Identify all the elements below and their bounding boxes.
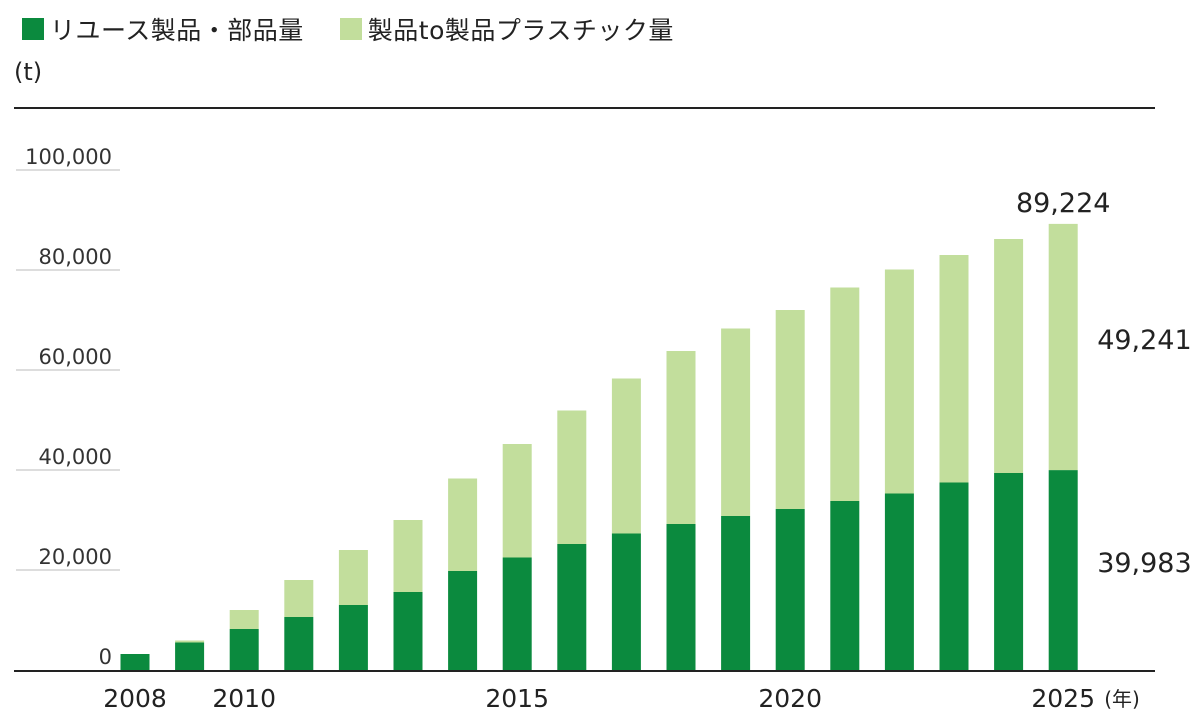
bar-reuse-2016 <box>557 544 587 670</box>
x-tick-label: 2010 <box>212 684 276 713</box>
bar-plastic-2009 <box>175 640 205 643</box>
bar-reuse-2021 <box>830 501 860 670</box>
legend: リユース製品・部品量 製品to製品プラスチック量 <box>22 12 710 46</box>
legend-item-reuse: リユース製品・部品量 <box>22 11 304 47</box>
bar-plastic-2015 <box>502 444 532 558</box>
y-tick-label: 40,000 <box>39 445 112 469</box>
y-tick-label: 60,000 <box>39 345 112 369</box>
bar-plastic-2019 <box>721 328 751 516</box>
x-tick-label: 2015 <box>485 684 549 713</box>
legend-swatch-plastic <box>339 18 362 40</box>
legend-label-reuse: リユース製品・部品量 <box>50 16 304 45</box>
bar-plastic-2022 <box>884 269 914 494</box>
bar-reuse-2015 <box>502 557 532 670</box>
bar-plastic-2020 <box>775 310 805 509</box>
legend-swatch-reuse <box>22 18 44 40</box>
bar-reuse-2010 <box>229 629 259 670</box>
bar-plastic-2016 <box>557 410 587 544</box>
bar-reuse-2022 <box>884 493 914 670</box>
bar-reuse-2011 <box>284 617 314 670</box>
bar-plastic-2025 <box>1048 223 1078 471</box>
bar-plastic-2017 <box>611 378 641 534</box>
bar-plastic-2011 <box>284 580 314 617</box>
x-tick-label: 2020 <box>758 684 822 713</box>
bar-reuse-2013 <box>393 592 423 670</box>
bar-plastic-2021 <box>830 287 860 501</box>
bar-plastic-2010 <box>229 610 259 629</box>
bar-reuse-2023 <box>939 482 969 670</box>
bar-reuse-2017 <box>611 533 641 670</box>
x-axis-unit: (年) <box>1104 687 1140 711</box>
bar-plastic-2024 <box>994 239 1024 473</box>
y-tick-label: 0 <box>99 645 112 669</box>
bar-reuse-2025 <box>1048 470 1078 670</box>
x-tick-label: 2008 <box>103 684 167 713</box>
bar-reuse-2020 <box>775 509 805 670</box>
bar-plastic-2023 <box>939 255 969 483</box>
bar-plastic-2018 <box>666 351 696 524</box>
bar-reuse-2008 <box>120 654 150 670</box>
bar-reuse-2019 <box>721 516 751 670</box>
plastic-annotation: 49,241 <box>1097 325 1191 356</box>
y-tick-label: 100,000 <box>25 145 112 169</box>
y-tick-label: 20,000 <box>39 545 112 569</box>
reuse-annotation: 39,983 <box>1097 548 1191 579</box>
bar-reuse-2018 <box>666 524 696 670</box>
total-annotation: 89,224 <box>1016 188 1110 219</box>
y-tick-label: 80,000 <box>39 245 112 269</box>
legend-item-plastic: 製品to製品プラスチック量 <box>339 11 674 47</box>
y-axis-unit: (t) <box>14 58 43 86</box>
bar-reuse-2009 <box>175 642 205 670</box>
bar-plastic-2013 <box>393 520 423 592</box>
bar-reuse-2024 <box>994 473 1024 670</box>
legend-label-plastic: 製品to製品プラスチック量 <box>367 16 674 45</box>
bar-reuse-2012 <box>338 605 368 670</box>
bar-plastic-2012 <box>338 550 368 605</box>
bar-reuse-2014 <box>448 571 478 670</box>
x-tick-label: 2025 <box>1031 684 1095 713</box>
bar-plastic-2014 <box>448 478 478 571</box>
